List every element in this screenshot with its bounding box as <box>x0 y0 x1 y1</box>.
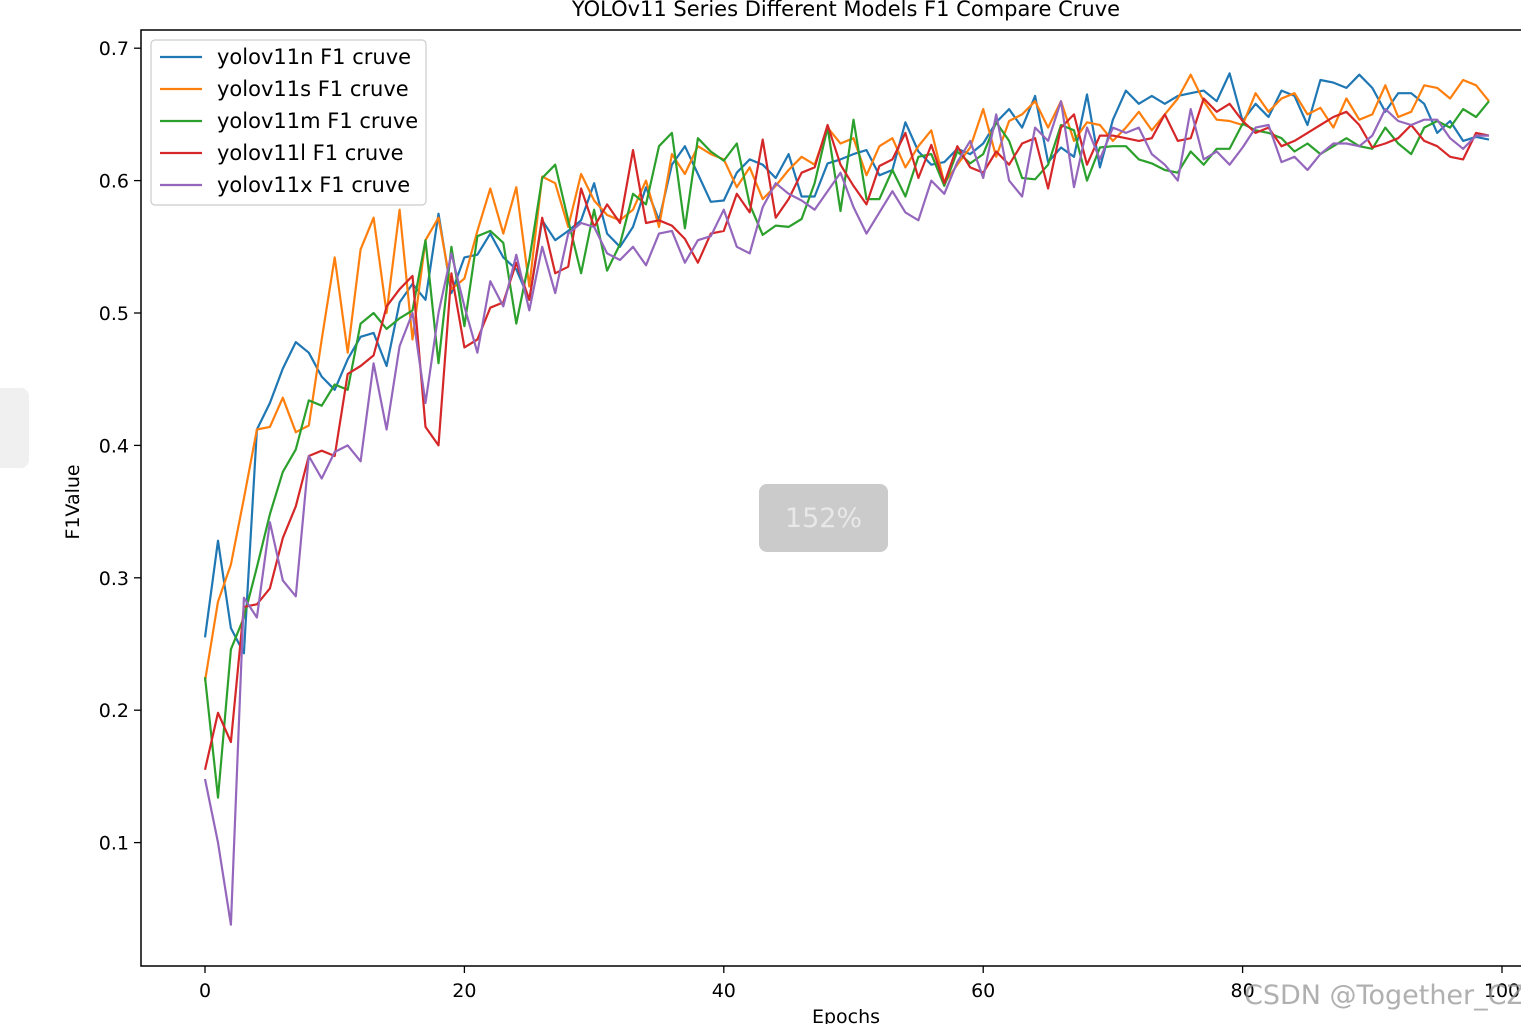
legend-entry-label: yolov11x F1 cruve <box>217 173 410 197</box>
legend: yolov11n F1 cruve yolov11s F1 cruve yolov1… <box>150 39 427 206</box>
series-line-yolov11x <box>203 100 1489 926</box>
series-layer <box>203 72 1490 926</box>
chart-title: YOLOv11 Series Different Models F1 Compa… <box>571 0 1120 21</box>
x-tick-label: 20 <box>452 980 476 1002</box>
axes-layer: 0 20 40 60 80 100 0.1 0.2 0.3 0.4 0.5 0.6 0.7 <box>99 38 1520 1002</box>
x-tick-label: 80 <box>1231 980 1255 1002</box>
zoom-level-badge: 152% <box>759 484 888 552</box>
x-tick-label: 0 <box>199 980 211 1002</box>
legend-entry-label: yolov11m F1 cruve <box>217 109 418 133</box>
x-tick-label: 40 <box>712 980 736 1002</box>
y-tick-label: 0.5 <box>99 303 129 325</box>
y-tick-label: 0.3 <box>99 568 129 590</box>
plot-area <box>140 29 1521 967</box>
y-tick-label: 0.2 <box>99 700 129 722</box>
y-tick-label: 0.6 <box>99 171 129 193</box>
side-panel-tab[interactable] <box>0 388 29 468</box>
series-line-yolov11s <box>203 73 1490 682</box>
legend-entry-label: yolov11s F1 cruve <box>217 77 409 101</box>
watermark: CSDN @Together_CZ <box>1244 980 1521 1011</box>
x-axis-title: Epochs <box>812 1006 880 1024</box>
x-tick-label: 100 <box>1484 980 1520 1002</box>
series-line-yolov11m <box>203 100 1490 799</box>
legend-entry-label: yolov11l F1 cruve <box>217 141 404 165</box>
legend-entry-label: yolov11n F1 cruve <box>217 45 411 69</box>
y-axis-title: F1Value <box>62 464 84 539</box>
y-tick-label: 0.4 <box>99 435 129 457</box>
y-tick-label: 0.7 <box>99 38 129 60</box>
legend-box <box>150 39 427 206</box>
x-tick-label: 60 <box>971 980 995 1002</box>
y-tick-label: 0.1 <box>99 833 129 855</box>
